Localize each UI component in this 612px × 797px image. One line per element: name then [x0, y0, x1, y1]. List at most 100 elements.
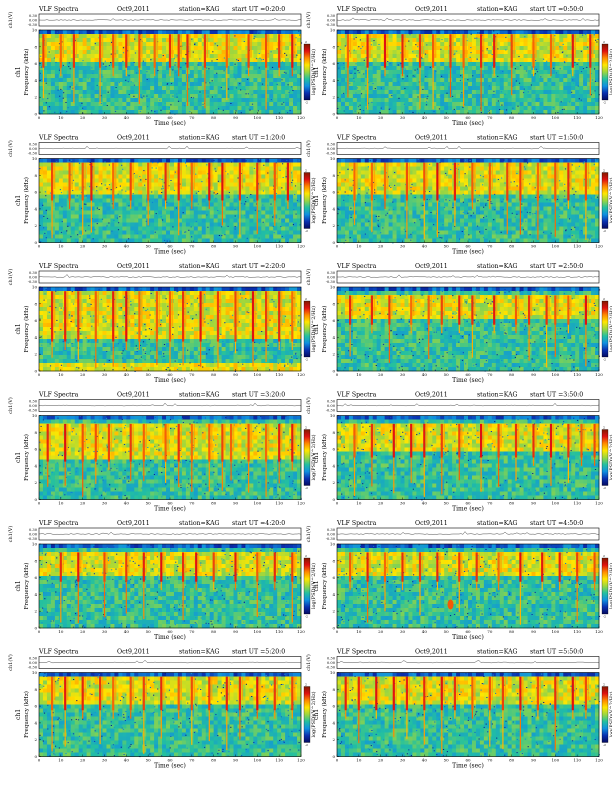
x-tick-label: 20: [80, 501, 86, 506]
burst-mark: [353, 424, 355, 458]
burst-mark: [402, 582, 403, 590]
burst-mark: [191, 710, 192, 745]
waveform-axis-label: ch1(V): [305, 269, 312, 286]
x-tick-label: 50: [146, 244, 152, 249]
burst-mark: [515, 295, 517, 324]
x-tick-label: 90: [531, 244, 537, 249]
colorbar-max: 2: [603, 297, 605, 301]
burst-mark: [585, 163, 587, 201]
panel-start-ut: start UT =5:50:0: [530, 649, 583, 656]
burst-mark: [481, 458, 482, 492]
y-tick-label: 4: [34, 720, 37, 725]
x-tick-label: 70: [487, 501, 493, 506]
colorbar: [602, 301, 608, 357]
burst-mark: [226, 68, 227, 100]
burst-mark: [515, 424, 517, 458]
panel-start-ut: start UT =3:20:0: [232, 392, 285, 399]
burst-mark: [437, 582, 438, 590]
burst-mark: [572, 677, 574, 711]
colorbar-min: -2: [305, 615, 308, 619]
x-tick-label: 0: [336, 372, 339, 377]
colorbar: [304, 44, 310, 100]
waveform-axis-label: ch1(V): [305, 12, 312, 29]
burst-mark: [349, 552, 351, 581]
waveform-tick-label: 0.00: [327, 404, 336, 408]
y-tick-label: 10: [32, 542, 38, 547]
x-tick-label: 20: [378, 501, 384, 506]
burst-mark: [195, 552, 197, 581]
x-axis-label: Time (sec): [452, 763, 484, 770]
burst-mark: [519, 163, 521, 201]
burst-mark: [209, 201, 210, 209]
y-tick-label: 10: [330, 156, 336, 161]
y-tick-label: 8: [34, 558, 37, 563]
burst-mark: [256, 677, 258, 711]
y-tick-label: 8: [34, 687, 37, 692]
x-axis-label: Time (sec): [452, 377, 484, 384]
y-tick-label: 8: [332, 558, 335, 563]
burst-mark: [279, 68, 280, 76]
burst-mark: [428, 295, 430, 324]
burst-mark: [537, 163, 539, 201]
waveform-axis-label: ch1(V): [7, 654, 14, 671]
x-tick-label: 10: [58, 372, 64, 377]
waveform-tick-label: 0.00: [29, 533, 38, 537]
burst-mark: [77, 291, 79, 341]
burst-mark: [73, 34, 75, 68]
panel-station: station=KAG: [477, 649, 518, 656]
panel-station: station=KAG: [179, 392, 220, 399]
colorbar-min: -2: [305, 743, 308, 747]
x-tick-label: 40: [124, 758, 130, 763]
waveform-tick-label: 0.00: [327, 276, 336, 280]
spectrogram: [337, 30, 600, 115]
burst-mark: [154, 68, 155, 76]
x-tick-label: 30: [102, 244, 108, 249]
burst-mark: [103, 552, 105, 581]
panel-station: station=KAG: [179, 649, 220, 656]
burst-mark: [182, 552, 184, 581]
spectrogram: [39, 159, 302, 244]
burst-mark: [248, 462, 249, 493]
burst-mark: [371, 201, 372, 233]
burst-mark: [594, 552, 596, 581]
burst-mark: [130, 201, 131, 209]
y-tick-label: 10: [330, 413, 336, 418]
y-axis-label: Frequency (kHz): [321, 563, 328, 610]
burst-mark: [441, 424, 443, 458]
burst-mark: [230, 424, 232, 462]
x-tick-label: 50: [444, 244, 450, 249]
burst-mark: [532, 424, 534, 458]
burst-mark: [292, 342, 293, 350]
burst-mark: [64, 424, 66, 462]
burst-mark: [375, 677, 377, 711]
y-tick-label: 6: [34, 447, 37, 452]
burst-mark: [278, 34, 280, 68]
burst-mark: [401, 552, 403, 581]
y-tick-label: 2: [332, 609, 335, 614]
burst-mark: [138, 291, 140, 341]
burst-mark: [350, 325, 351, 357]
panel-station: station=KAG: [179, 135, 220, 142]
burst-mark: [257, 201, 258, 234]
x-tick-label: 110: [573, 501, 581, 506]
burst-mark: [567, 163, 569, 201]
x-tick-label: 80: [509, 372, 515, 377]
x-axis-label: Time (sec): [154, 120, 186, 127]
burst-mark: [354, 458, 355, 497]
x-tick-label: 30: [400, 372, 406, 377]
waveform-tick-label: -0.30: [326, 537, 336, 541]
panel-title: VLF Spectra: [336, 263, 377, 270]
burst-mark: [156, 342, 157, 366]
burst-mark: [209, 710, 210, 741]
burst-mark: [82, 677, 84, 711]
waveform-tick-label: 0.00: [29, 147, 38, 151]
y-tick-label: 6: [34, 61, 37, 66]
y-axis-label: Frequency (kHz): [321, 49, 328, 96]
burst-mark: [291, 291, 293, 341]
burst-mark: [161, 710, 162, 738]
x-tick-label: 100: [254, 758, 262, 763]
burst-mark: [226, 34, 228, 68]
y-axis-label: Frequency (kHz): [23, 434, 30, 481]
